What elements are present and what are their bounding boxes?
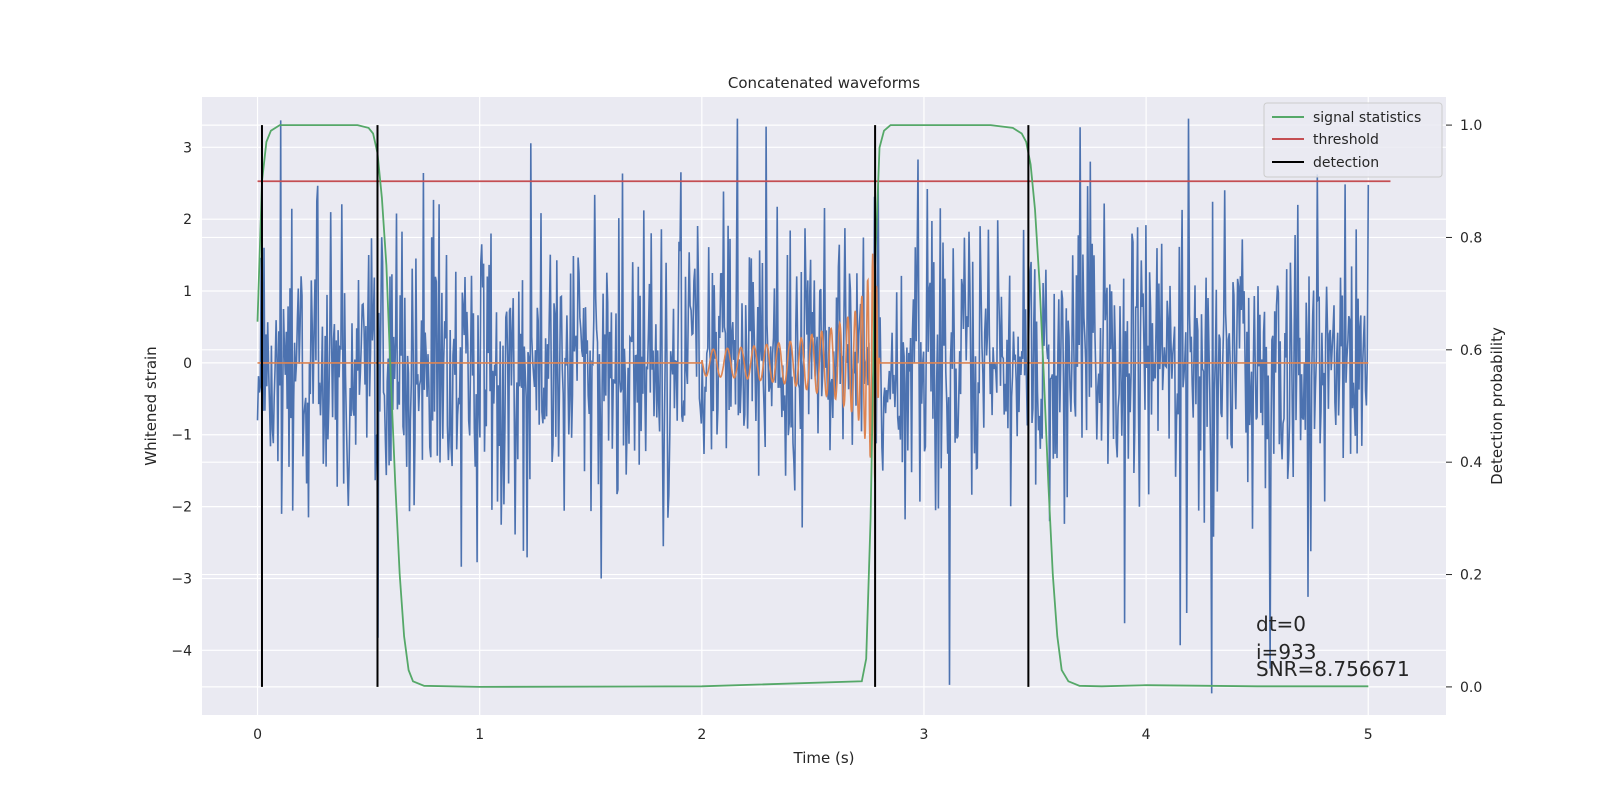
waveform-line — [257, 253, 1369, 482]
x-tick-label: 4 — [1142, 727, 1151, 743]
legend-label-detection: detection — [1313, 155, 1379, 171]
legend: signal statistics threshold detection — [1263, 102, 1443, 178]
annotation-dt: dt=0 — [1256, 612, 1306, 636]
y-tick-label-right: 1.0 — [1460, 118, 1482, 134]
y-tick-label-left: 1 — [183, 284, 192, 300]
y-tick-label-left: −1 — [171, 428, 192, 444]
annotation-index: i=933 — [1256, 640, 1317, 664]
x-tick-label: 0 — [253, 727, 262, 743]
chart-title: Concatenated waveforms — [728, 74, 920, 92]
y-tick-label-right: 0.0 — [1460, 680, 1482, 696]
y-tick-label-left: −4 — [171, 643, 192, 659]
y-tick-label-left: 3 — [183, 140, 192, 156]
legend-label-threshold: threshold — [1313, 132, 1379, 148]
tick-labels: 0 1 2 3 4 5 3 2 1 0 −1 −2 −3 −4 1.0 0.8 0.6 0.4 0.2 0.0 — [171, 118, 1482, 743]
y-axis-label-left: Whitened strain — [142, 346, 160, 465]
y-tick-label-right: 0.4 — [1460, 455, 1482, 471]
legend-label-signal: signal statistics — [1313, 110, 1421, 126]
annotation-snr: SNR=8.756671 — [1256, 657, 1410, 681]
noise-line — [256, 118, 1370, 694]
x-tick-label: 2 — [697, 727, 706, 743]
y-tick-label-left: 2 — [183, 212, 192, 228]
y-tick-label-right: 0.6 — [1460, 343, 1482, 359]
x-tick-label: 3 — [920, 727, 929, 743]
x-axis-label: Time (s) — [793, 749, 855, 767]
legend-frame — [1263, 102, 1443, 178]
y-tick-label-left: −3 — [171, 571, 192, 587]
signal-statistics-line — [256, 124, 1369, 688]
x-tick-label: 1 — [475, 727, 484, 743]
y-tick-label-right: 0.2 — [1460, 568, 1482, 584]
x-tick-label: 5 — [1364, 727, 1373, 743]
y-tick-label-left: 0 — [183, 356, 192, 372]
y-tick-label-right: 0.8 — [1460, 230, 1482, 246]
y-tick-label-left: −2 — [171, 500, 192, 516]
y-axis-label-right: Detection probability — [1488, 327, 1506, 485]
plot-lines — [256, 118, 1391, 694]
